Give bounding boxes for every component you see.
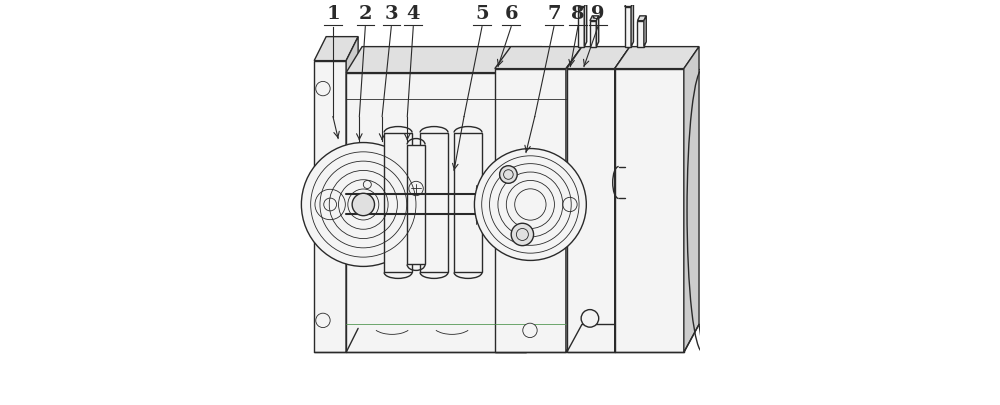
Text: 6: 6 bbox=[504, 4, 518, 23]
Polygon shape bbox=[314, 36, 358, 61]
Polygon shape bbox=[407, 145, 425, 264]
Polygon shape bbox=[567, 68, 615, 352]
Polygon shape bbox=[631, 2, 633, 47]
Polygon shape bbox=[590, 21, 596, 47]
Polygon shape bbox=[384, 132, 412, 273]
Circle shape bbox=[316, 81, 330, 96]
Polygon shape bbox=[637, 21, 644, 47]
Polygon shape bbox=[590, 16, 599, 21]
Polygon shape bbox=[615, 47, 699, 68]
Polygon shape bbox=[625, 2, 633, 6]
Text: 8: 8 bbox=[571, 4, 585, 23]
Polygon shape bbox=[346, 47, 542, 72]
Text: 1: 1 bbox=[326, 4, 340, 23]
Circle shape bbox=[581, 309, 599, 327]
Polygon shape bbox=[566, 47, 582, 352]
Polygon shape bbox=[615, 68, 684, 352]
Polygon shape bbox=[567, 47, 630, 68]
Text: 3: 3 bbox=[384, 4, 398, 23]
Polygon shape bbox=[346, 72, 526, 352]
Polygon shape bbox=[420, 132, 448, 273]
Circle shape bbox=[307, 181, 353, 228]
Polygon shape bbox=[615, 47, 630, 352]
Text: 5: 5 bbox=[475, 4, 489, 23]
Polygon shape bbox=[644, 16, 646, 47]
Polygon shape bbox=[495, 47, 582, 68]
Polygon shape bbox=[625, 6, 631, 47]
Text: 7: 7 bbox=[547, 4, 561, 23]
Circle shape bbox=[500, 166, 517, 183]
Circle shape bbox=[563, 197, 577, 212]
Polygon shape bbox=[596, 16, 599, 47]
Polygon shape bbox=[526, 47, 542, 352]
Circle shape bbox=[352, 193, 375, 216]
Polygon shape bbox=[495, 68, 566, 352]
Polygon shape bbox=[346, 36, 358, 352]
Circle shape bbox=[316, 313, 330, 328]
Circle shape bbox=[301, 143, 425, 266]
Polygon shape bbox=[578, 2, 587, 6]
Polygon shape bbox=[314, 61, 346, 352]
Text: 2: 2 bbox=[359, 4, 372, 23]
Polygon shape bbox=[684, 47, 699, 352]
Text: 9: 9 bbox=[591, 4, 605, 23]
Polygon shape bbox=[578, 6, 584, 47]
Polygon shape bbox=[637, 16, 646, 21]
Circle shape bbox=[474, 149, 586, 260]
Text: 4: 4 bbox=[407, 4, 420, 23]
Polygon shape bbox=[584, 2, 587, 47]
Circle shape bbox=[523, 323, 537, 337]
Polygon shape bbox=[454, 132, 482, 273]
Circle shape bbox=[511, 223, 534, 246]
